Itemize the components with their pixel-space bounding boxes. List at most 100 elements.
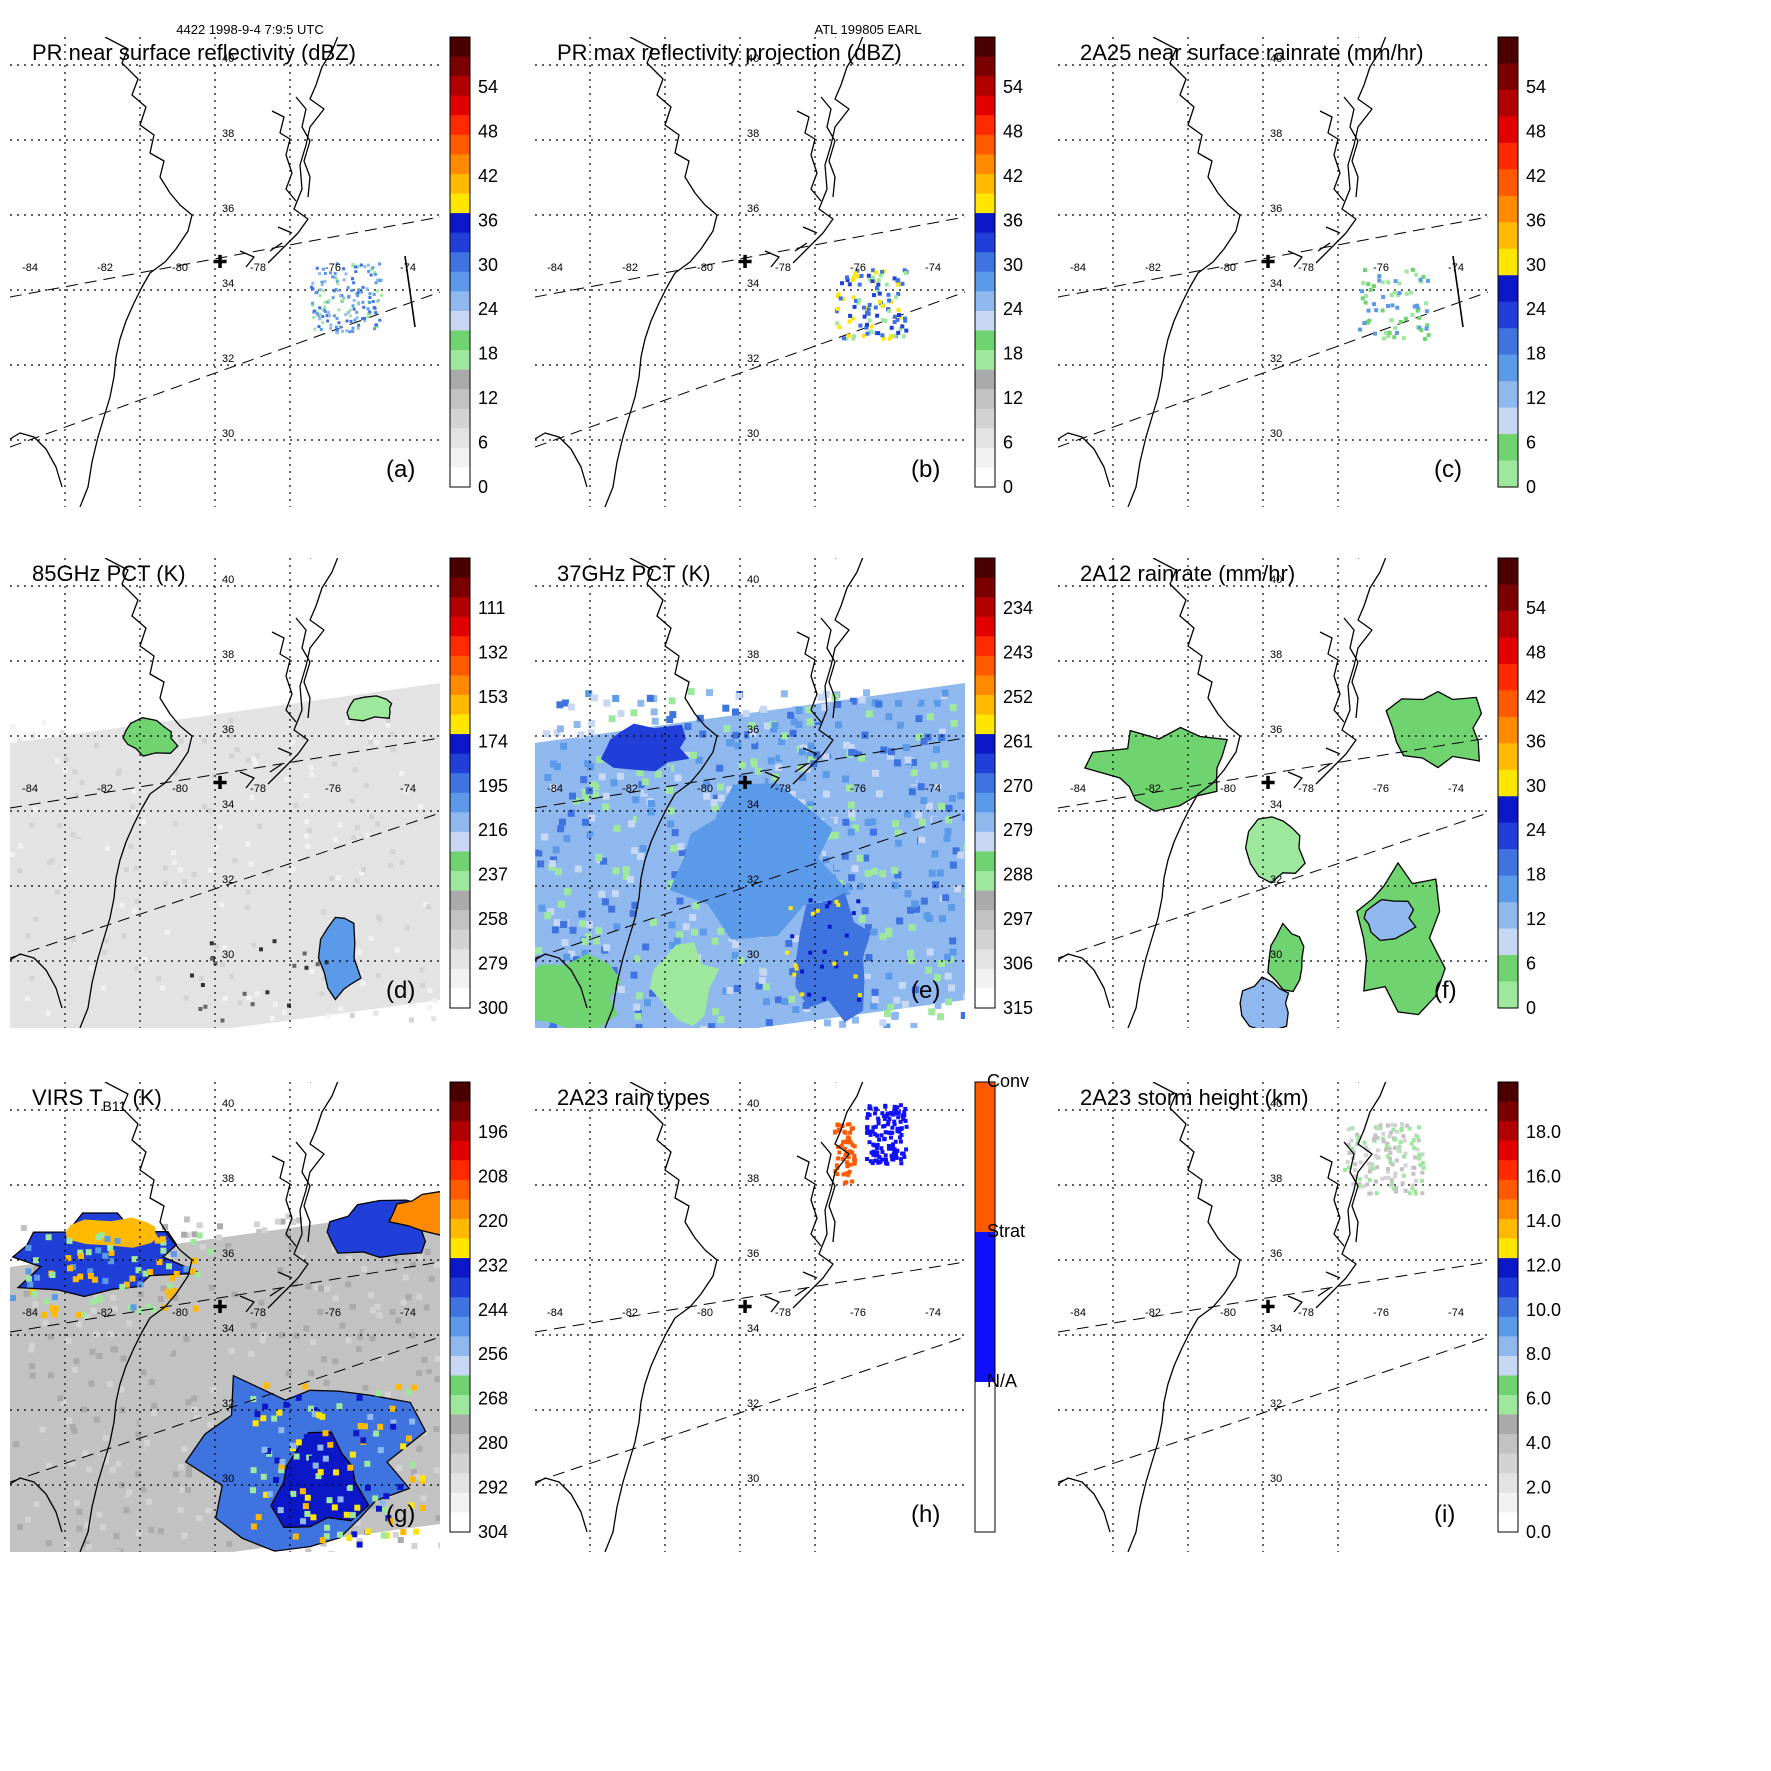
- colorbar-segment: [975, 988, 995, 1009]
- lat-tick-label: 38: [747, 649, 759, 661]
- lon-tick-label: -74: [1448, 1307, 1464, 1319]
- colorbar-tick-label: 270: [1003, 776, 1033, 796]
- map-area: -84 -82 -80 -78 -76 -74 40 38 36 34 32 30: [1058, 37, 1488, 507]
- bay-shoreline: [1343, 1141, 1359, 1243]
- colorbar-segment: [1498, 955, 1518, 983]
- lon-tick-label: -82: [1145, 783, 1161, 795]
- colorbar-tick-label: 258: [478, 909, 508, 929]
- coastline-north: [267, 558, 339, 785]
- colorbar-tick-label: 0: [1526, 477, 1536, 497]
- panel-grid: -84 -82 -80 -78 -76 -74 40 38 36 34 32 30 ✚ PR near s…: [10, 36, 1561, 1552]
- colorbar-segment: [1498, 1238, 1518, 1259]
- colorbar-segment: [450, 1160, 470, 1181]
- colorbar-tick-label: 24: [1526, 820, 1546, 840]
- colorbar-segment: [1498, 116, 1518, 144]
- colorbar-tick-label: 6: [1526, 433, 1536, 453]
- storm-center-marker: ✚: [212, 1297, 227, 1318]
- colorbar-segment: [975, 173, 995, 195]
- colorbar-segment: [450, 252, 470, 273]
- colorbar-segment: [1498, 169, 1518, 197]
- coastline-north: [267, 37, 339, 264]
- colorbar-segment: [450, 213, 470, 234]
- colorbar-frame: [1497, 1081, 1519, 1533]
- colorbar-frame: [974, 557, 996, 1009]
- panel-label: (g): [386, 1501, 415, 1528]
- colorbar-tick-label: 42: [1003, 166, 1023, 186]
- swath-edge: [535, 216, 965, 298]
- map-panel-f: -84 -82 -80 -78 -76 -74 40 38 36 34 32 30 ✚ 2A12 rain…: [1058, 557, 1546, 1028]
- colorbar-segment: [450, 968, 470, 990]
- lon-tick-label: -76: [850, 262, 866, 274]
- panel-label: (i): [1434, 1501, 1455, 1528]
- colorbar-segment: [450, 577, 470, 598]
- colorbar-frame: [449, 557, 471, 1009]
- colorbar-tick-label: 111: [478, 598, 505, 618]
- lat-tick-label: 38: [222, 649, 234, 661]
- colorbar-segment: [1498, 1101, 1518, 1122]
- storm-center-marker: ✚: [737, 1297, 752, 1318]
- lon-tick-label: -84: [547, 1307, 563, 1319]
- colorbar-tick-label: 42: [1526, 687, 1546, 707]
- colorbar-segment: [450, 1218, 470, 1240]
- colorbar-tick-label: 30: [1526, 255, 1546, 275]
- coastline: [604, 558, 718, 1028]
- lon-tick-label: -84: [1070, 1307, 1086, 1319]
- lon-tick-label: -74: [1448, 262, 1464, 274]
- colorbar-segment: [1498, 796, 1518, 824]
- colorbar-segment: [450, 1277, 470, 1298]
- lon-tick-label: -80: [697, 783, 713, 795]
- colorbar-segment: [1498, 275, 1518, 303]
- map-panel-c: -84 -82 -80 -78 -76 -74 40 38 36 34 32 30 ✚ 2A25 near…: [1058, 36, 1546, 507]
- colorbar-segment: [1498, 928, 1518, 956]
- islands: [239, 226, 293, 268]
- lat-tick-label: 32: [222, 874, 234, 886]
- lon-tick-label: -84: [22, 783, 38, 795]
- map-area: -84 -82 -80 -78 -76 -74 40 38 36 34 32 30: [1058, 1082, 1488, 1552]
- panel-label: (h): [911, 1501, 940, 1528]
- lat-tick-label: 38: [222, 128, 234, 140]
- colorbar-segment: [450, 1258, 470, 1279]
- colorbar-tick-label: 268: [478, 1389, 508, 1409]
- colorbar-tick-label: 12: [1003, 388, 1023, 408]
- colorbar-segment: [450, 115, 470, 136]
- colorbar-segment: [450, 929, 470, 950]
- lat-tick-label: 34: [747, 1323, 759, 1335]
- bay-shoreline: [1319, 631, 1345, 723]
- lat-tick-label: 38: [747, 128, 759, 140]
- colorbar-tick-label: 48: [478, 121, 498, 141]
- colorbar-segment: [450, 173, 470, 195]
- lon-tick-label: -82: [97, 1307, 113, 1319]
- colorbar-segment: [450, 1297, 470, 1318]
- colorbar-tick-label: 234: [1003, 598, 1033, 618]
- map-area: -84 -82 -80 -78 -76 -74 40 38 36 34 32 30: [1058, 558, 1488, 1028]
- colorbar-segment: [1498, 1160, 1518, 1181]
- colorbar: 196 208 220 232 244 256 268 280 292 304: [449, 1081, 508, 1542]
- colorbar-segment: [1498, 1375, 1518, 1396]
- colorbar-tick-label: Conv: [987, 1071, 1029, 1091]
- panel-title: 2A23 rain types: [557, 1085, 710, 1110]
- colorbar-segment: [450, 1453, 470, 1474]
- colorbar-tick-label: 2.0: [1526, 1478, 1551, 1498]
- panel-label: (b): [911, 456, 940, 483]
- lat-tick-label: 32: [222, 1398, 234, 1410]
- colorbar-tick-label: 261: [1003, 731, 1033, 751]
- lon-tick-label: -80: [1220, 1307, 1236, 1319]
- panel-title: 2A25 near surface rainrate (mm/hr): [1080, 40, 1424, 65]
- colorbar-segment: [450, 291, 470, 312]
- panel-label: (f): [1434, 977, 1457, 1004]
- lon-tick-label: -74: [400, 783, 416, 795]
- lat-tick-label: 40: [747, 574, 759, 586]
- colorbar-segment: [1498, 63, 1518, 91]
- map-area: -84 -82 -80 -78 -76 -74 40 38 36 34 32 30: [535, 37, 965, 507]
- colorbar-tick-label: 36: [1003, 210, 1023, 230]
- coastline-north: [792, 558, 864, 785]
- lon-tick-label: -74: [925, 1307, 941, 1319]
- colorbar-frame: [449, 1081, 471, 1533]
- colorbar-segment: [450, 1395, 470, 1416]
- bay-shoreline: [820, 617, 836, 719]
- colorbar-tick-label: 304: [478, 1522, 508, 1542]
- colorbar-segment: [1498, 902, 1518, 930]
- colorbar-segment: [975, 252, 995, 273]
- colorbar-segment: [1498, 637, 1518, 665]
- colorbar-tick-label: 297: [1003, 909, 1033, 929]
